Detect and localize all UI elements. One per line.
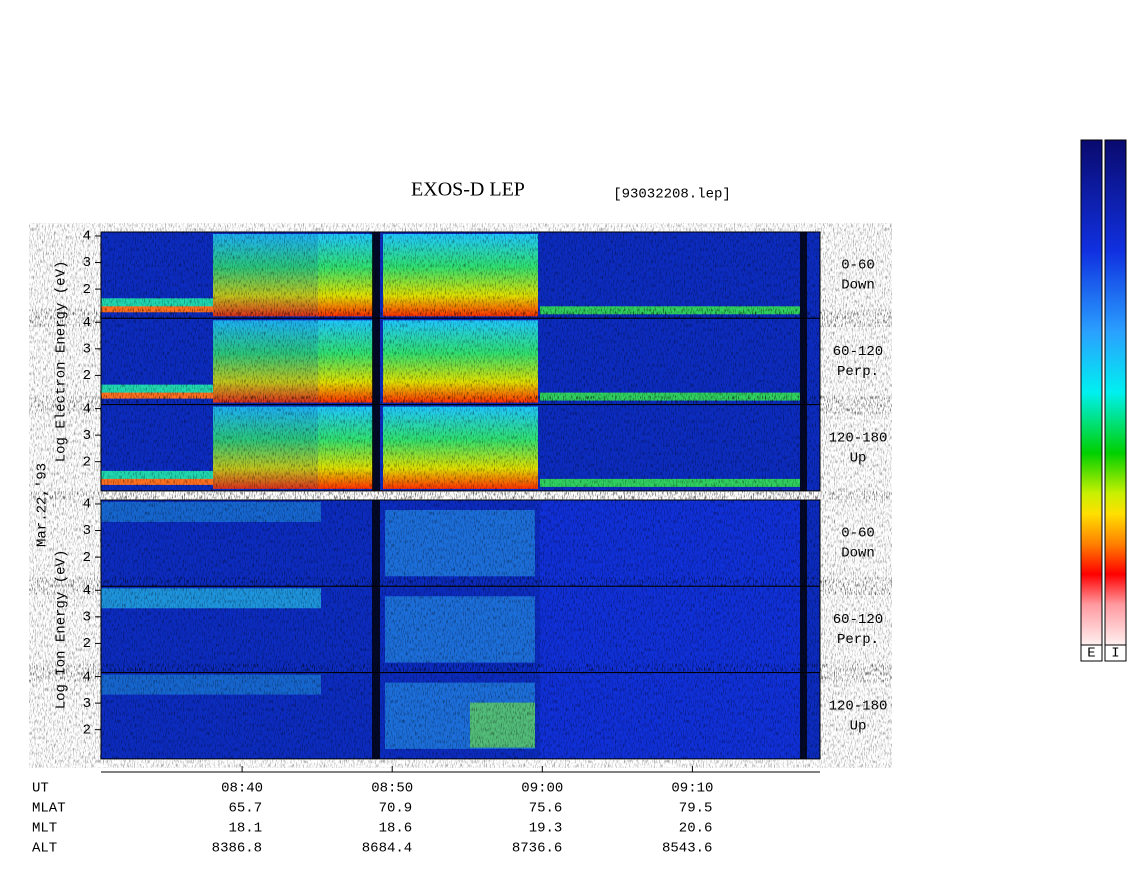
ephemeris-value: 20.6 bbox=[679, 821, 713, 837]
panel-label: Perp. bbox=[837, 364, 879, 380]
noise bbox=[101, 318, 820, 405]
ephemeris-value: 65.7 bbox=[228, 801, 262, 817]
x-tick-label: 09:10 bbox=[671, 781, 713, 797]
data-gap bbox=[800, 672, 807, 759]
ephemeris-value: 18.1 bbox=[228, 821, 262, 837]
panel-frame bbox=[100, 404, 821, 492]
ephemeris-value: 8684.4 bbox=[362, 841, 412, 857]
y-tick-label: 3 bbox=[83, 255, 91, 271]
colorbar bbox=[1080, 139, 1103, 646]
ephemeris-value: 70.9 bbox=[379, 801, 413, 817]
panel-label: 60-120 bbox=[833, 344, 883, 360]
ephemeris-value: 79.5 bbox=[679, 801, 713, 817]
y-tick-label: 2 bbox=[83, 282, 91, 298]
ut-label: UT bbox=[32, 781, 49, 797]
ephemeris-label: MLAT bbox=[32, 801, 66, 817]
data-gap bbox=[800, 500, 807, 587]
y-tick-label: 4 bbox=[83, 315, 91, 331]
y-tick-label: 2 bbox=[83, 368, 91, 384]
y-tick-label: 3 bbox=[83, 342, 91, 358]
y-axis-label: Log Electron Energy (eV) bbox=[54, 261, 70, 463]
y-tick-label: 3 bbox=[83, 696, 91, 712]
data-gap bbox=[372, 672, 380, 759]
date-label: Mar.22,'93 bbox=[35, 463, 51, 547]
panel-label: Down bbox=[841, 278, 875, 294]
data-gap bbox=[372, 404, 380, 491]
data-gap bbox=[800, 232, 807, 319]
colorbar-label: I bbox=[1111, 646, 1119, 662]
colorbar-label: E bbox=[1087, 646, 1095, 662]
data-gap bbox=[800, 404, 807, 491]
y-tick-label: 2 bbox=[83, 454, 91, 470]
noise bbox=[101, 672, 820, 759]
panel-label: 0-60 bbox=[841, 258, 875, 274]
noise bbox=[101, 232, 820, 319]
y-tick-label: 2 bbox=[83, 722, 91, 738]
ephemeris-value: 8543.6 bbox=[662, 841, 712, 857]
panel-label: Up bbox=[850, 718, 867, 734]
panel-label: Down bbox=[841, 546, 875, 562]
y-tick-label: 2 bbox=[83, 636, 91, 652]
ephemeris-value: 18.6 bbox=[379, 821, 413, 837]
data-gap bbox=[372, 586, 380, 673]
panel-label: 120-180 bbox=[829, 698, 888, 714]
colorbar-label-box bbox=[1080, 644, 1103, 662]
file-name: [93032208.lep] bbox=[613, 187, 731, 203]
noise bbox=[101, 586, 820, 673]
ephemeris-label: MLT bbox=[32, 821, 57, 837]
plots: 2 3 4 0-60 Down 2 3 4 60-120 Perp. 2 3 4 120-180 Up Log… bbox=[32, 229, 887, 857]
title: EXOS-D LEP bbox=[411, 179, 525, 201]
x-tick-label: 08:50 bbox=[371, 781, 413, 797]
data-gap bbox=[800, 318, 807, 405]
y-axis-label: Log Ion Energy (eV) bbox=[54, 550, 70, 710]
y-tick-label: 2 bbox=[83, 550, 91, 566]
ephemeris-label: ALT bbox=[32, 841, 57, 857]
data-gap bbox=[372, 318, 380, 405]
data-gap bbox=[800, 586, 807, 673]
y-tick-label: 3 bbox=[83, 610, 91, 626]
ephemeris-value: 75.6 bbox=[529, 801, 563, 817]
ephemeris-value: 19.3 bbox=[529, 821, 563, 837]
x-tick-label: 08:40 bbox=[221, 781, 263, 797]
colorbar-label-box bbox=[1104, 644, 1127, 662]
panel-label: Up bbox=[850, 450, 867, 466]
noise bbox=[101, 404, 820, 491]
y-tick-label: 3 bbox=[83, 428, 91, 444]
ephemeris-value: 8386.8 bbox=[212, 841, 262, 857]
panel-label: 60-120 bbox=[833, 612, 883, 628]
panel-label: Perp. bbox=[837, 632, 879, 648]
x-tick-label: 09:00 bbox=[521, 781, 563, 797]
y-tick-label: 4 bbox=[83, 229, 91, 245]
y-tick-label: 4 bbox=[83, 497, 91, 513]
data-gap bbox=[372, 500, 380, 587]
panel-frame bbox=[100, 672, 821, 760]
y-tick-label: 4 bbox=[83, 669, 91, 685]
y-tick-label: 4 bbox=[83, 401, 91, 417]
ephemeris-value: 8736.6 bbox=[512, 841, 562, 857]
y-tick-label: 4 bbox=[83, 583, 91, 599]
colorbar bbox=[1104, 139, 1127, 646]
y-tick-label: 3 bbox=[83, 523, 91, 539]
panel-label: 120-180 bbox=[829, 430, 888, 446]
noise bbox=[101, 500, 820, 587]
data-gap bbox=[372, 232, 380, 319]
panel-label: 0-60 bbox=[841, 526, 875, 542]
